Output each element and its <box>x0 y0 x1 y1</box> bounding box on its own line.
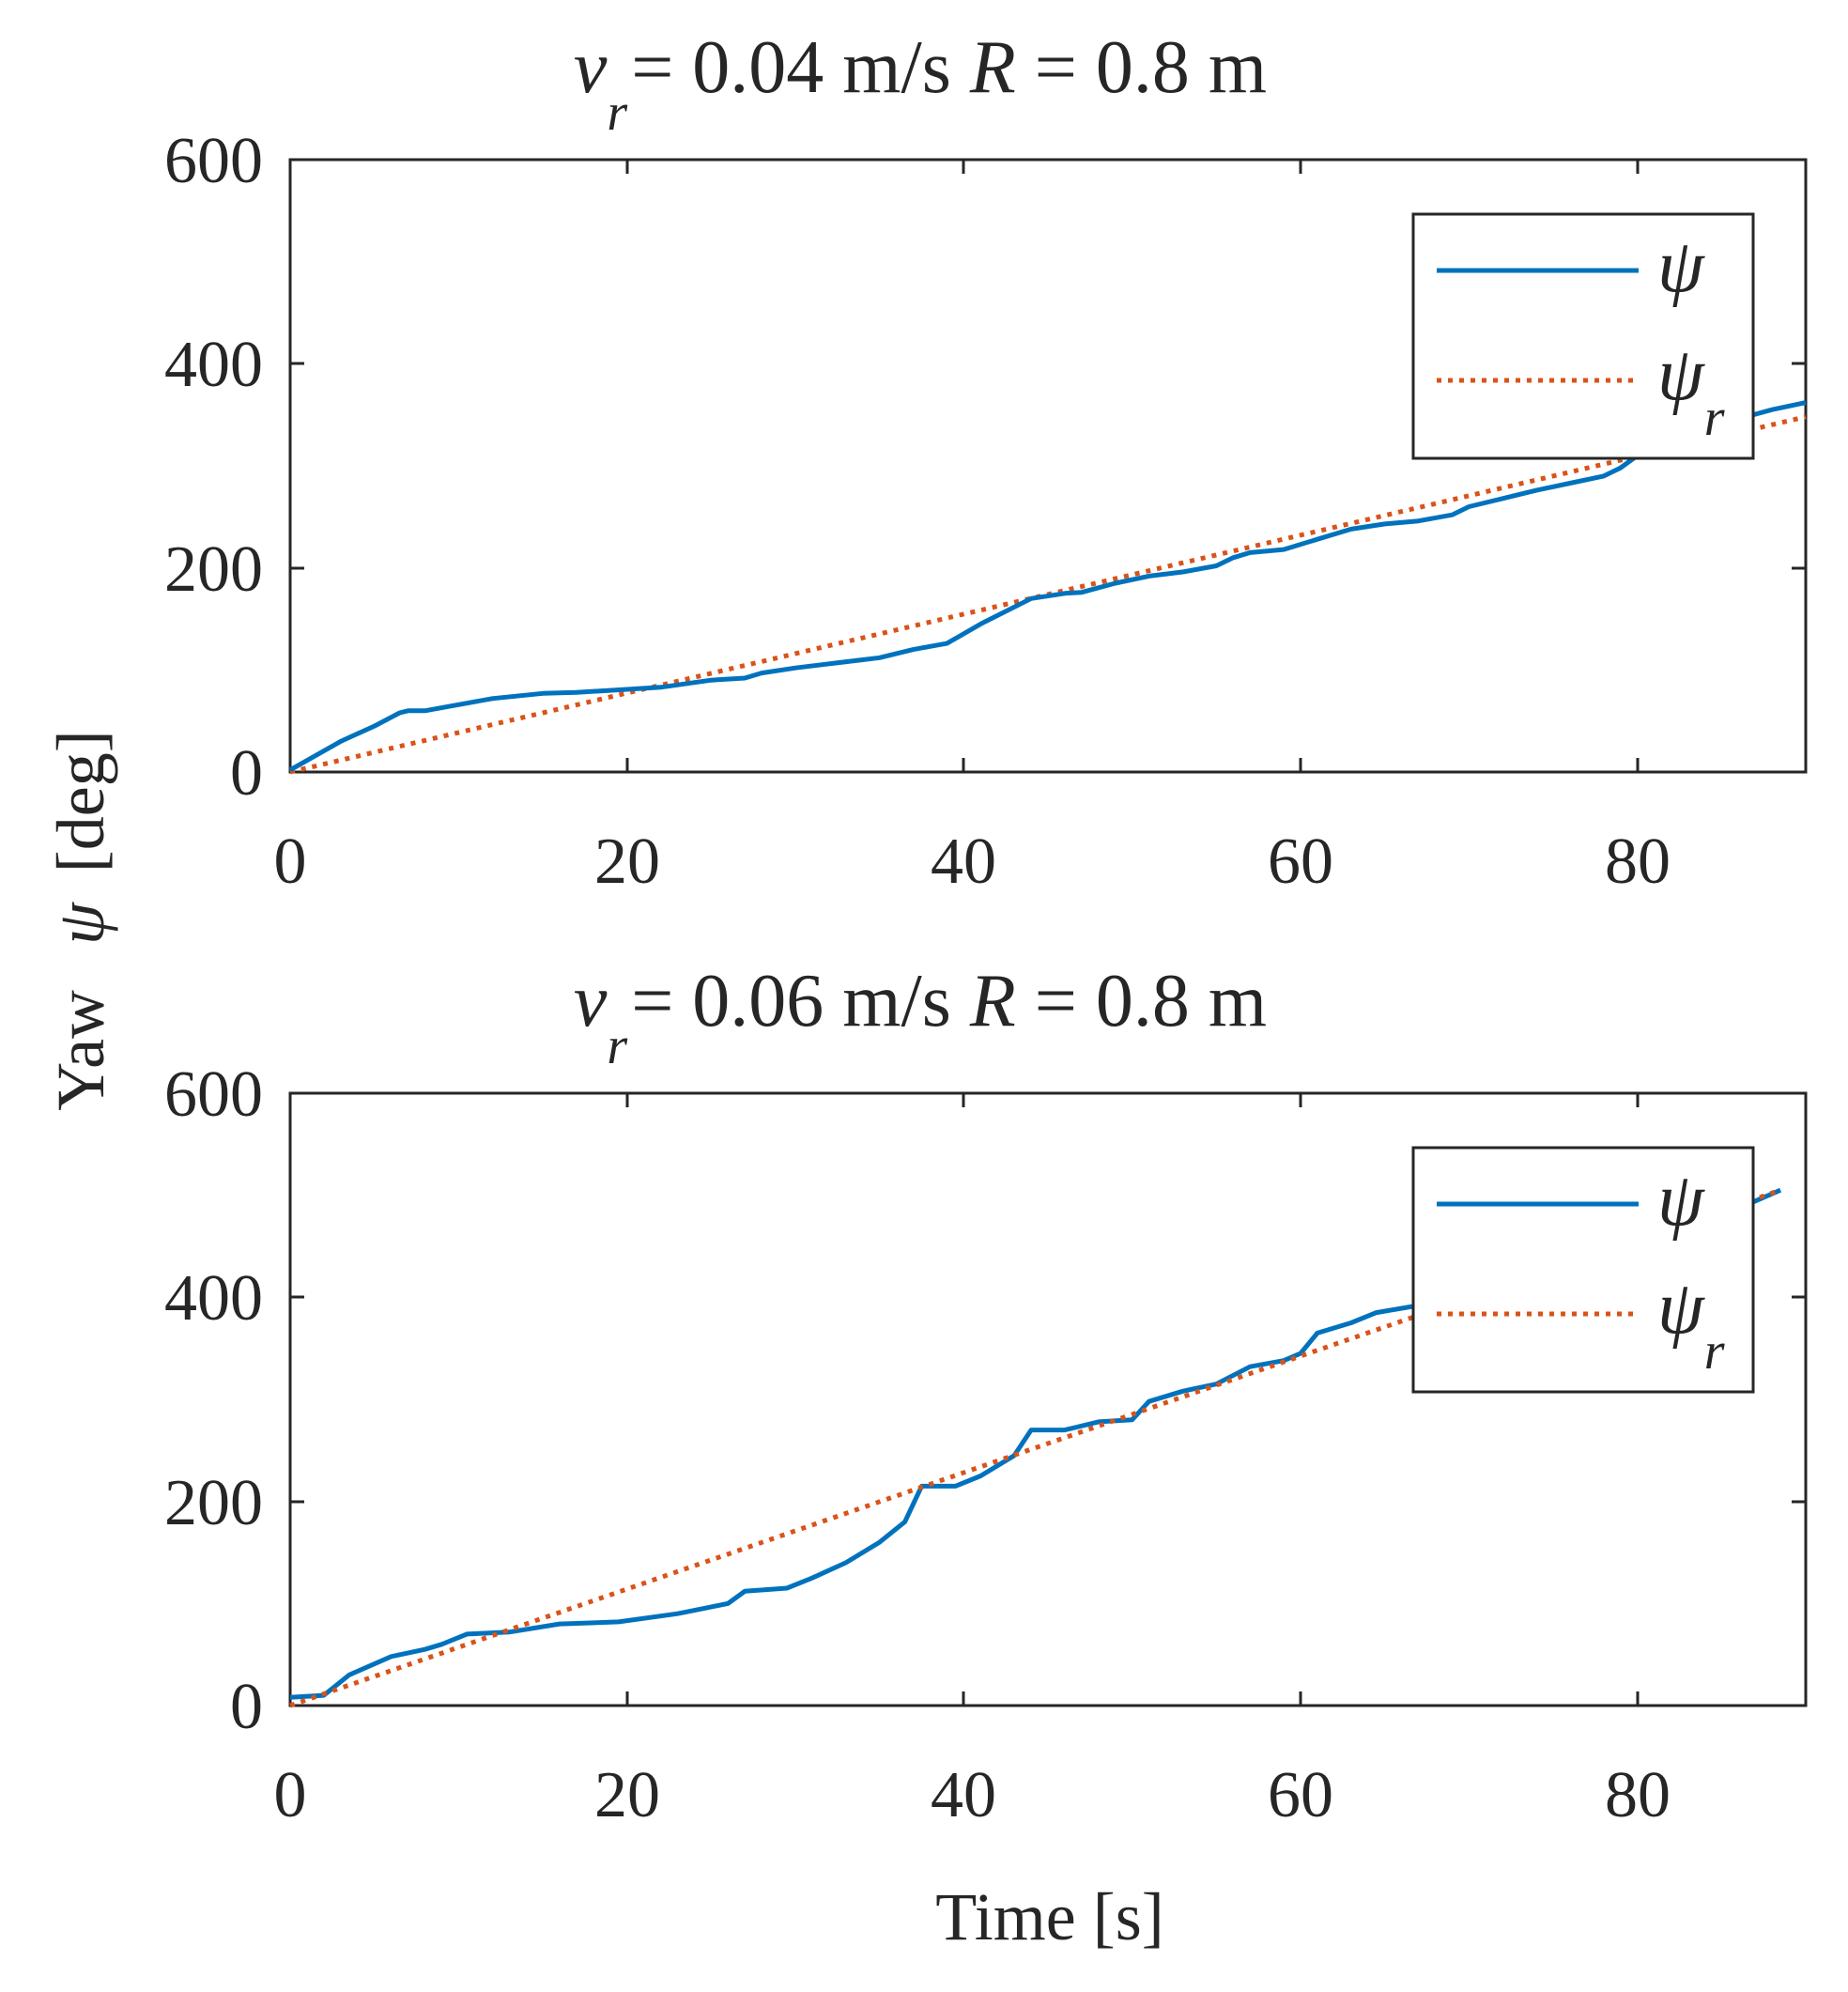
bottom-x-tick-label: 40 <box>931 1759 996 1831</box>
bottom-legend: ψ ψr <box>1411 1146 1755 1394</box>
bottom-x-tick-label: 60 <box>1268 1759 1333 1831</box>
top-series-psi <box>288 400 1807 772</box>
bottom-y-tick-label: 0 <box>230 1671 263 1743</box>
title-R-eq: = 0.8 m <box>1035 26 1267 109</box>
title-R: R <box>969 960 1016 1042</box>
bottom-legend-psi-r-label: ψr <box>1657 1267 1725 1381</box>
top-x-tick-label: 20 <box>594 826 660 898</box>
bottom-x-tick-label: 80 <box>1605 1759 1671 1831</box>
top-x-tick-label: 80 <box>1605 826 1671 898</box>
title-R: R <box>969 26 1016 109</box>
top-x-tick: 60 <box>1268 160 1333 898</box>
top-x-tick: 80 <box>1605 160 1671 898</box>
top-panel-title: vr= 0.04 m/s R = 0.8 m <box>574 26 1267 142</box>
top-x-tick: 40 <box>931 160 996 898</box>
top-y-ticks: 0 200 400 600 <box>164 125 1806 810</box>
title-v-sub: r <box>607 84 627 142</box>
x-axis-label: Time [s] <box>935 1879 1163 1954</box>
y-axis-label-unit: [deg] <box>43 730 118 872</box>
top-y-tick: 600 <box>164 125 1806 197</box>
top-x-tick: 0 <box>274 160 307 898</box>
top-y-tick-label: 0 <box>230 737 263 810</box>
bottom-series-lines <box>289 1187 1782 1708</box>
title-v: v <box>574 960 608 1042</box>
y-axis-label-text: Yaw <box>43 990 118 1111</box>
title-R-eq: = 0.8 m <box>1035 960 1267 1042</box>
legend-subscript: r <box>1704 389 1725 447</box>
top-x-tick-label: 40 <box>931 826 996 898</box>
bottom-series-psi <box>289 1187 1782 1700</box>
bottom-y-tick: 0 <box>230 1671 1806 1743</box>
bottom-x-tick: 80 <box>1605 1093 1671 1831</box>
top-y-tick: 400 <box>164 329 1806 401</box>
top-y-tick-label: 200 <box>164 533 263 606</box>
top-x-tick-label: 60 <box>1268 826 1333 898</box>
bottom-y-tick-label: 200 <box>164 1467 263 1539</box>
top-y-tick-label: 600 <box>164 125 263 197</box>
top-x-tick-label: 0 <box>274 826 307 898</box>
title-v-sub: r <box>607 1017 627 1075</box>
bottom-y-ticks: 0 200 400 600 <box>164 1058 1806 1743</box>
bottom-x-tick: 60 <box>1268 1093 1333 1831</box>
bottom-legend-box <box>1411 1146 1755 1394</box>
top-legend-psi-label: ψ <box>1657 225 1705 308</box>
top-y-tick-label: 400 <box>164 329 263 401</box>
top-legend: ψ ψr <box>1411 212 1755 460</box>
top-y-tick: 200 <box>164 533 1806 606</box>
bottom-panel-title: vr= 0.06 m/s R = 0.8 m <box>574 960 1267 1075</box>
top-x-tick: 20 <box>594 160 660 898</box>
legend-subscript: r <box>1704 1322 1725 1381</box>
top-x-ticks: 0 20 40 60 80 <box>274 160 1671 898</box>
bottom-y-tick: 600 <box>164 1058 1806 1131</box>
legend-symbol: ψ <box>1657 1267 1705 1350</box>
bottom-x-tick: 40 <box>931 1093 996 1831</box>
bottom-x-tick-label: 0 <box>274 1759 307 1831</box>
y-axis-label: Yaw ψ [deg] <box>43 730 118 1110</box>
top-series-lines <box>288 400 1807 775</box>
bottom-legend-psi-label: ψ <box>1657 1159 1705 1242</box>
bottom-x-tick-label: 20 <box>594 1759 660 1831</box>
title-eq: = 0.06 m/s <box>631 960 951 1042</box>
bottom-x-ticks: 0 20 40 60 80 <box>274 1093 1671 1831</box>
top-panel: vr= 0.04 m/s R = 0.8 m 0 20 40 60 80 0 2… <box>164 26 1808 898</box>
top-legend-box <box>1411 212 1755 460</box>
bottom-x-tick: 0 <box>274 1093 307 1831</box>
bottom-series-psi-r <box>289 1187 1781 1708</box>
top-legend-psi-r-label: ψr <box>1657 333 1725 447</box>
bottom-x-tick: 20 <box>594 1093 660 1831</box>
bottom-y-tick: 400 <box>164 1262 1806 1335</box>
legend-symbol: ψ <box>1657 333 1705 416</box>
title-eq: = 0.04 m/s <box>631 26 951 109</box>
top-y-tick: 0 <box>230 737 1806 810</box>
y-axis-label-symbol: ψ <box>43 902 118 945</box>
bottom-panel: vr= 0.06 m/s R = 0.8 m 0 20 40 60 80 0 2… <box>164 960 1808 1831</box>
bottom-y-tick: 200 <box>164 1467 1806 1539</box>
title-v: v <box>574 26 608 109</box>
bottom-y-tick-label: 400 <box>164 1262 263 1335</box>
bottom-y-tick-label: 600 <box>164 1058 263 1131</box>
